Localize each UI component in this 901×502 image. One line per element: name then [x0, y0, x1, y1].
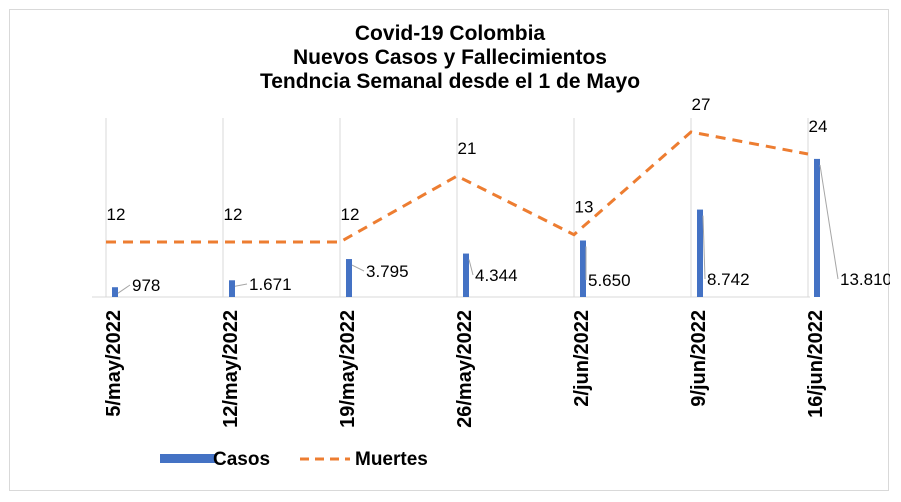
legend-label-muertes: Muertes	[355, 449, 428, 470]
gridlines	[105, 118, 809, 297]
bar-casos-4	[580, 240, 586, 297]
bar-casos-2	[346, 259, 352, 297]
line-series-muertes	[106, 130, 809, 244]
bar-casos-3	[463, 253, 469, 297]
data-label-casos-5: 8.742	[707, 270, 750, 289]
legend-swatch-casos	[160, 454, 216, 463]
data-label-casos-4: 5.650	[588, 271, 631, 290]
data-label-muertes-2: 12	[341, 205, 360, 224]
data-label-muertes-1: 12	[224, 205, 243, 224]
bar-series-casos	[112, 158, 820, 297]
title-line-2: Nuevos Casos y Fallecimientos	[293, 46, 607, 69]
bar-casos-5	[697, 209, 703, 297]
legend-label-casos: Casos	[213, 449, 270, 470]
leader-casos-6	[819, 164, 839, 280]
x-tick-label-3: 26/may/2022	[454, 310, 476, 428]
data-label-muertes-3: 21	[458, 139, 477, 158]
x-tick-labels: 5/may/2022 12/may/2022 19/may/2022 26/may/2…	[103, 310, 827, 428]
data-label-casos-6: 13.810	[840, 270, 890, 289]
x-tick-label-6: 16/jun/2022	[805, 310, 827, 418]
data-label-muertes-0: 12	[107, 205, 126, 224]
title-line-1: Covid-19 Colombia	[355, 22, 546, 45]
chart-frame: Covid-19 Colombia Nuevos Casos y Falleci…	[9, 9, 890, 491]
data-label-casos-2: 3.795	[366, 262, 409, 281]
line-muertes	[106, 130, 809, 244]
x-tick-label-5: 9/jun/2022	[688, 310, 710, 407]
title-line-3: Tendncia Semanal desde el 1 de Mayo	[260, 70, 640, 93]
chart-title: Covid-19 Colombia Nuevos Casos y Falleci…	[260, 22, 640, 93]
data-label-casos-3: 4.344	[475, 266, 518, 285]
x-tick-label-2: 19/may/2022	[337, 310, 359, 428]
x-tick-label-1: 12/may/2022	[220, 310, 242, 428]
leader-casos-3	[468, 259, 474, 276]
chart: Covid-19 Colombia Nuevos Casos y Falleci…	[92, 22, 890, 470]
bar-casos-0	[112, 287, 118, 297]
data-label-casos-0: 978	[132, 276, 160, 295]
legend: Casos Muertes	[160, 449, 428, 470]
data-label-muertes-6: 24	[809, 117, 828, 136]
leader-casos-5	[702, 215, 706, 280]
bar-casos-6	[814, 158, 820, 297]
x-tick-label-0: 5/may/2022	[103, 310, 125, 417]
x-tick-label-4: 2/jun/2022	[571, 310, 593, 407]
bar-casos-1	[229, 280, 235, 297]
data-label-muertes-5: 27	[692, 95, 711, 114]
leader-casos-1	[234, 283, 248, 287]
data-label-muertes-4: 13	[575, 198, 594, 217]
leader-casos-0	[117, 284, 131, 294]
data-labels: 978 1.671 3.795 4.344 5.650 8.742 13.810 12 12 12…	[107, 95, 890, 295]
data-label-casos-1: 1.671	[249, 275, 292, 294]
leader-casos-2	[351, 264, 365, 272]
